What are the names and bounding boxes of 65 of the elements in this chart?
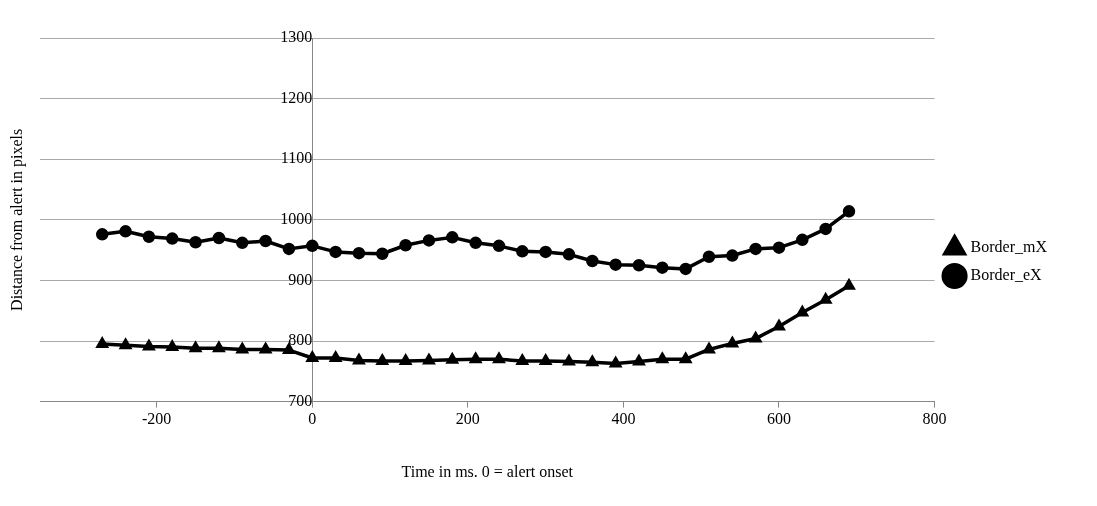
x-tick-label: -200 — [142, 410, 172, 428]
point — [679, 262, 692, 276]
point — [236, 236, 249, 250]
point — [376, 247, 389, 260]
point — [632, 259, 646, 272]
point — [656, 261, 669, 274]
point — [493, 352, 505, 364]
point — [329, 351, 342, 362]
point — [820, 291, 833, 304]
point — [842, 205, 856, 218]
point — [259, 234, 272, 248]
y-axis-title: Distance from alert in pixels — [8, 128, 27, 311]
point — [796, 233, 809, 247]
x-tick-label: 600 — [766, 410, 791, 428]
point — [539, 354, 552, 365]
point — [352, 246, 366, 260]
point — [119, 225, 132, 238]
y-tick-label: 1200 — [280, 88, 313, 106]
point — [282, 242, 296, 256]
point — [399, 239, 412, 252]
point — [772, 241, 786, 254]
point — [609, 258, 622, 271]
point — [95, 228, 109, 241]
legend-label: Border_eX — [970, 266, 1043, 284]
point — [843, 279, 855, 290]
point — [212, 231, 226, 245]
x-tick-label: 0 — [308, 410, 317, 428]
y-tick-label: 700 — [288, 391, 313, 409]
point — [96, 337, 108, 349]
point — [422, 234, 436, 247]
point — [445, 351, 459, 364]
point — [586, 254, 599, 268]
point — [469, 236, 482, 250]
point — [539, 245, 552, 259]
y-tick-label: 1100 — [280, 149, 313, 167]
point — [283, 343, 295, 355]
point — [749, 242, 762, 256]
point — [306, 351, 318, 362]
x-tick-label: 800 — [922, 410, 947, 428]
point — [469, 352, 482, 364]
x-tick-label: 200 — [455, 410, 480, 428]
point — [702, 250, 716, 264]
point — [399, 354, 412, 365]
x-tick-label: 400 — [611, 410, 636, 428]
point — [329, 245, 342, 259]
point — [376, 354, 388, 365]
y-tick-label: 900 — [288, 270, 313, 288]
point — [189, 235, 202, 249]
point — [165, 232, 179, 245]
y-tick-label: 1300 — [280, 28, 313, 46]
point — [492, 239, 506, 253]
point — [516, 245, 529, 258]
point — [726, 249, 739, 262]
point — [166, 340, 178, 352]
point — [446, 231, 459, 244]
point — [819, 222, 832, 236]
x-axis-title: Time in ms. 0 = alert onset — [401, 462, 574, 480]
point — [306, 239, 319, 253]
point — [119, 338, 132, 350]
point — [142, 230, 156, 244]
y-tick-label: 1000 — [280, 210, 313, 227]
y-tick-label: 800 — [288, 331, 313, 349]
point — [562, 248, 576, 261]
point — [516, 354, 528, 365]
legend-label: Border_mX — [970, 238, 1048, 256]
